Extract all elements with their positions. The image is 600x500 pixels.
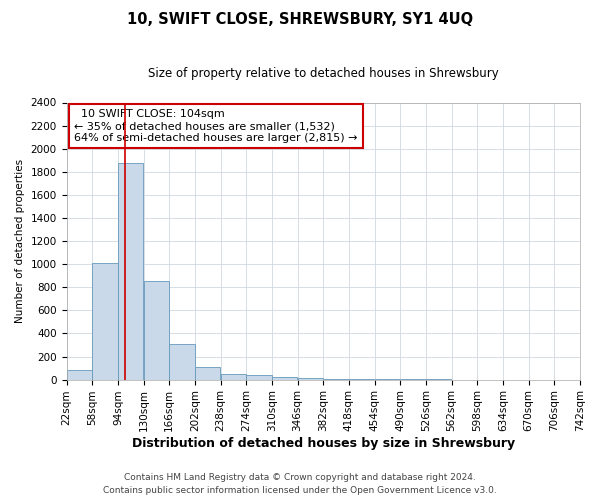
X-axis label: Distribution of detached houses by size in Shrewsbury: Distribution of detached houses by size … (132, 437, 515, 450)
Title: Size of property relative to detached houses in Shrewsbury: Size of property relative to detached ho… (148, 68, 499, 80)
Bar (272, 376, 298, 380)
Text: 10 SWIFT CLOSE: 104sqm
← 35% of detached houses are smaller (1,532)
64% of semi-: 10 SWIFT CLOSE: 104sqm ← 35% of detached… (74, 110, 358, 142)
Bar (92, 263, 118, 380)
Bar (118, 162, 143, 380)
Bar (169, 344, 194, 380)
Bar (195, 367, 220, 380)
Text: 10, SWIFT CLOSE, SHREWSBURY, SY1 4UQ: 10, SWIFT CLOSE, SHREWSBURY, SY1 4UQ (127, 12, 473, 28)
Bar (144, 282, 169, 380)
Bar (298, 378, 323, 380)
Y-axis label: Number of detached properties: Number of detached properties (15, 159, 25, 323)
Bar (67, 370, 92, 380)
Text: Contains HM Land Registry data © Crown copyright and database right 2024.
Contai: Contains HM Land Registry data © Crown c… (103, 474, 497, 495)
Bar (247, 375, 272, 380)
Bar (221, 374, 246, 380)
Bar (323, 379, 349, 380)
